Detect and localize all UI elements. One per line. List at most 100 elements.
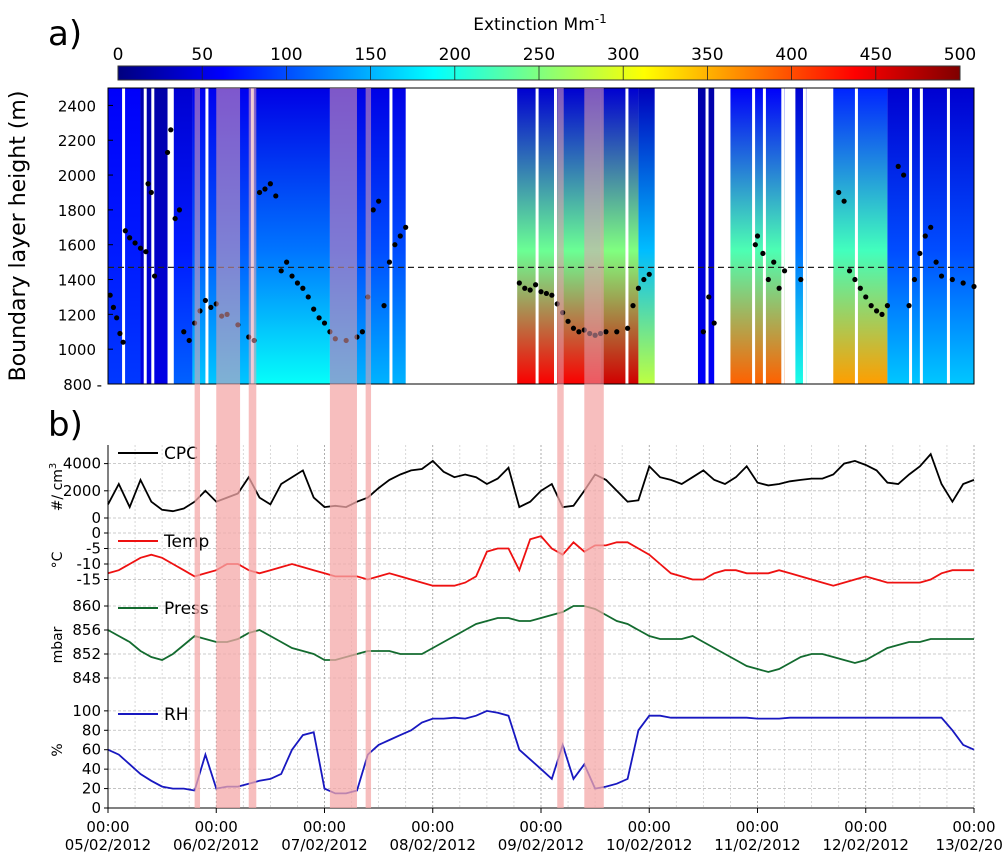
highlight-band-a-3 (329, 88, 357, 384)
bl-point-10 (145, 181, 151, 187)
cpc-ytick-2: 4000 (63, 455, 101, 473)
gap-0 (122, 88, 126, 384)
highlight-band-0 (194, 384, 201, 808)
rh-ylabel: % (50, 743, 66, 756)
highlight-band-a-2 (248, 88, 257, 384)
bl-point-18 (186, 337, 192, 344)
panel-a-ytick-1: 1000 (58, 341, 96, 359)
panel-b-label: b) (48, 405, 83, 445)
bl-point-79 (706, 294, 712, 300)
press-ytick-0: 848 (72, 669, 101, 687)
temp-ytick-3: -15 (77, 571, 102, 589)
bl-point-65 (570, 325, 577, 331)
bl-point-14 (168, 127, 174, 133)
extinction-column-13 (887, 88, 974, 384)
extinction-column-2 (172, 88, 193, 384)
panel-a-ytick-3: 1400 (58, 272, 96, 290)
colorbar-tick-2: 100 (270, 45, 302, 65)
gap-16 (909, 88, 913, 384)
bl-point-8 (137, 245, 144, 251)
highlight-band-4 (365, 384, 372, 808)
bl-point-91 (846, 268, 853, 274)
bl-point-13 (164, 149, 171, 156)
x-axis-ticks: 00:0005/02/201200:0006/02/201200:0007/02… (65, 808, 1004, 854)
bl-point-55 (516, 280, 522, 286)
bl-point-95 (868, 303, 874, 309)
xtick-date-4: 09/02/2012 (498, 836, 584, 854)
gap-6 (389, 88, 393, 384)
gap-14 (802, 88, 806, 384)
panel-a-ytick-6: 2000 (58, 167, 96, 185)
bl-point-7 (132, 240, 138, 246)
bl-point-57 (527, 287, 533, 293)
bl-point-53 (397, 233, 403, 239)
gap-1 (143, 88, 147, 384)
colorbar-tick-labels: 0 50 100 150 200 250 300 350 400 450 500 (113, 45, 977, 65)
press-legend-label: Press (164, 599, 209, 619)
temp-ytick-0: 0 (91, 524, 101, 542)
bl-point-6 (127, 235, 133, 241)
bl-point-64 (565, 318, 571, 324)
gap-2 (151, 88, 155, 384)
colorbar-tick-7: 350 (691, 45, 723, 65)
bl-point-11 (148, 189, 154, 196)
gap-11 (752, 88, 756, 384)
bl-point-85 (771, 259, 777, 265)
bl-point-2 (114, 315, 120, 321)
bl-point-82 (754, 233, 761, 239)
bl-point-76 (641, 276, 647, 283)
bl-point-54 (403, 224, 409, 230)
extinction-column-8 (638, 88, 655, 384)
panel-a: 800 - 1000 1200 1400 1600 1800 2000 2200 2400 Bo… (6, 87, 977, 394)
highlight-bands (194, 88, 604, 808)
highlight-band-a-0 (194, 88, 201, 384)
bl-point-1 (110, 304, 117, 310)
xtick-time-2: 00:00 (303, 818, 346, 836)
bl-point-49 (376, 198, 382, 204)
bl-point-83 (760, 250, 766, 257)
bl-point-5 (122, 228, 128, 234)
bl-point-89 (836, 189, 842, 196)
xtick-time-0: 00:00 (86, 818, 129, 836)
colorbar-tick-4: 200 (439, 45, 471, 65)
temp-ylabel: °C (50, 551, 66, 568)
xtick-date-0: 05/02/2012 (65, 836, 151, 854)
xtick-date-7: 12/02/2012 (823, 836, 909, 854)
bl-point-39 (311, 306, 317, 312)
bl-point-9 (143, 249, 149, 255)
bl-point-102 (911, 276, 918, 283)
bl-point-60 (543, 290, 550, 297)
rh-ytick-1: 20 (82, 780, 101, 798)
rh-ytick-0: 0 (91, 799, 101, 817)
bl-point-59 (538, 289, 544, 295)
colorbar-tick-10: 500 (944, 45, 976, 65)
bl-height-points (107, 127, 977, 345)
bl-point-80 (711, 320, 717, 326)
highlight-band-1 (216, 384, 241, 808)
bl-point-29 (256, 189, 263, 196)
bl-point-86 (776, 285, 782, 291)
gap-13 (781, 88, 785, 384)
bl-point-36 (294, 280, 301, 286)
press-ytick-3: 860 (72, 597, 101, 615)
colorbar-tick-1: 50 (191, 45, 213, 65)
bl-point-96 (873, 308, 880, 314)
xtick-date-5: 10/02/2012 (606, 836, 692, 854)
xtick-date-8: 13/02/201 (936, 836, 1004, 854)
gap-10 (705, 88, 709, 384)
bl-point-107 (938, 273, 945, 279)
highlight-band-a-4 (365, 88, 372, 384)
rh-ytick-3: 60 (82, 741, 101, 759)
panel-a-ytick-0: 800 - (63, 376, 102, 394)
cpc-ytick-0: 0 (91, 509, 101, 527)
gap-12 (762, 88, 766, 384)
bl-point-78 (700, 329, 706, 335)
bl-point-0 (107, 292, 113, 298)
bl-point-12 (151, 273, 158, 279)
bl-point-87 (781, 268, 788, 274)
xtick-date-3: 08/02/2012 (390, 836, 476, 854)
highlight-band-a-6 (584, 88, 604, 384)
bl-point-37 (300, 285, 306, 291)
xtick-time-6: 00:00 (736, 818, 779, 836)
